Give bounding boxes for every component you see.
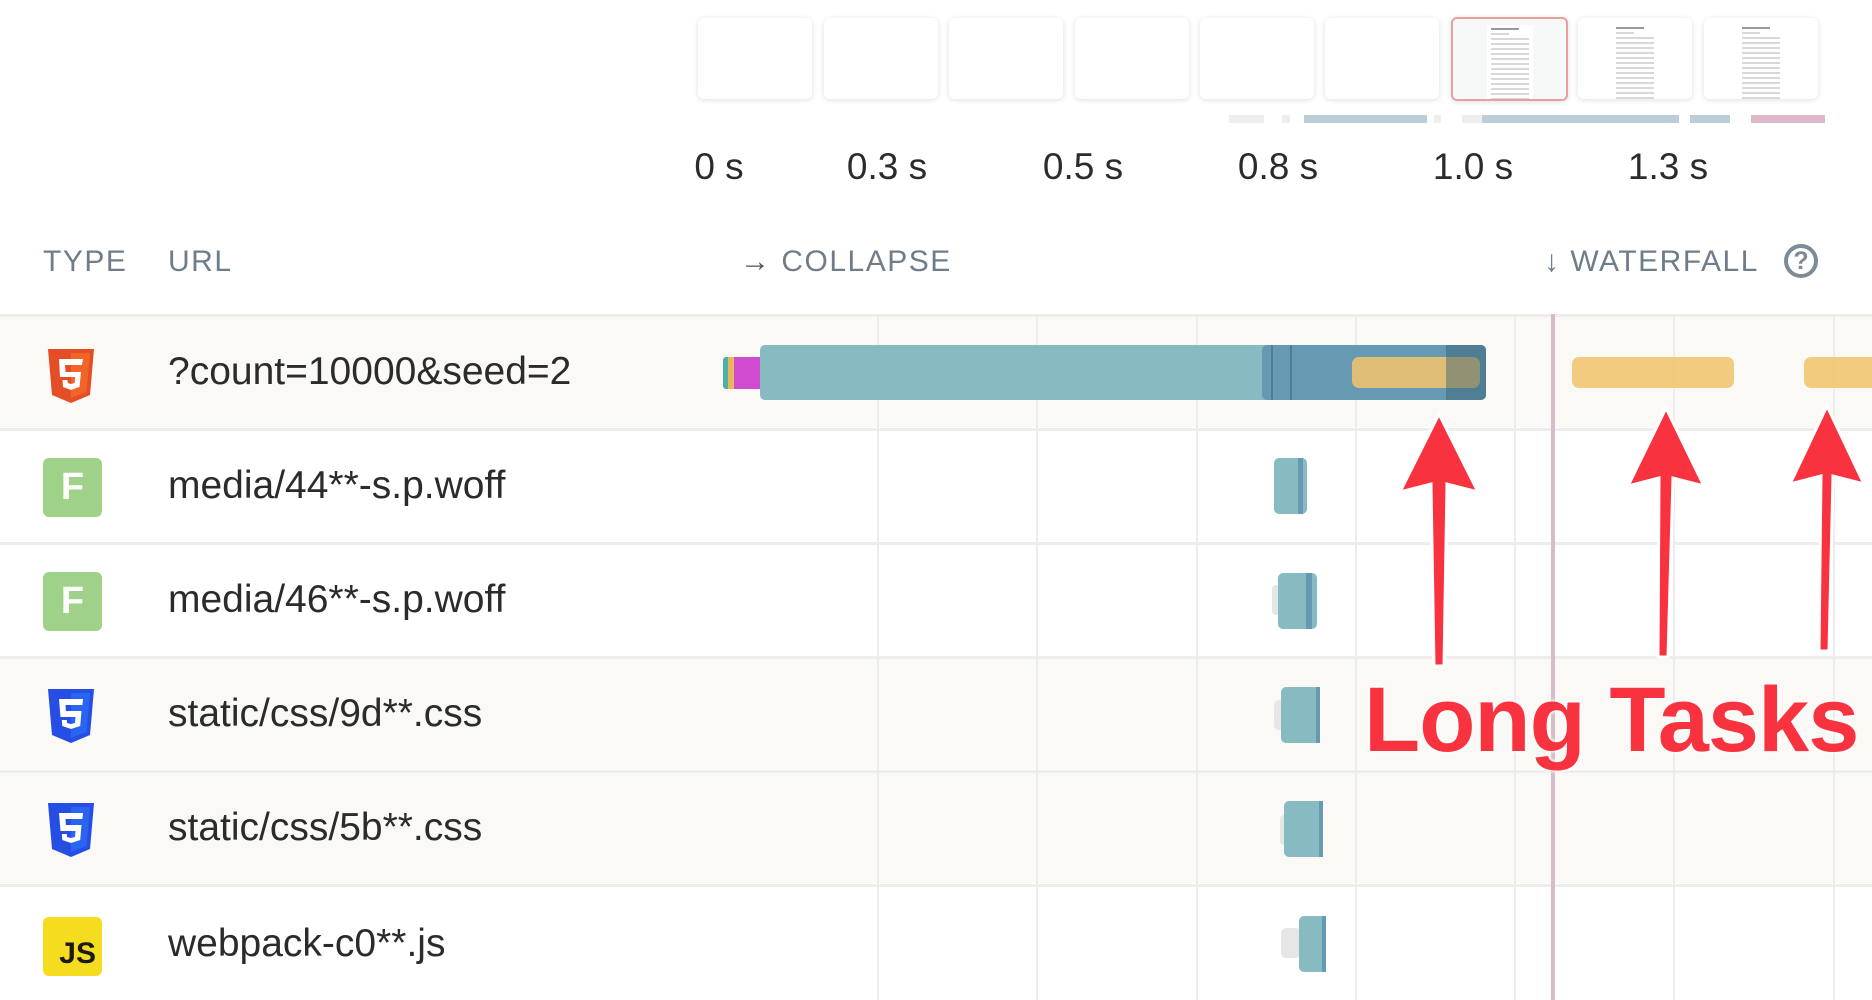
arrow-up-icon bbox=[1625, 404, 1707, 659]
table-row[interactable]: static/css/9d**.css bbox=[0, 656, 1872, 769]
wait-segment bbox=[1272, 585, 1280, 615]
request-url[interactable]: media/44**-s.p.woff bbox=[168, 464, 506, 507]
time-tick: 0.5 s bbox=[1042, 146, 1124, 187]
table-row[interactable]: F media/44**-s.p.woff bbox=[0, 428, 1872, 541]
table-row[interactable]: JS webpack-c0**.js bbox=[0, 884, 1872, 1000]
filmstrip-frame-selected[interactable] bbox=[1451, 17, 1568, 101]
filmstrip-frame[interactable] bbox=[949, 18, 1063, 99]
request-bar[interactable] bbox=[1281, 687, 1320, 743]
request-url[interactable]: ?count=10000&seed=2 bbox=[168, 350, 572, 393]
time-tick: 1.0 s bbox=[1432, 146, 1514, 187]
grid-line bbox=[1036, 314, 1038, 1000]
download-segment bbox=[1319, 801, 1323, 857]
arrow-up-icon bbox=[1397, 410, 1481, 668]
css3-icon bbox=[48, 803, 94, 857]
long-task-bar[interactable] bbox=[1352, 357, 1480, 388]
waterfall-label: WATERFALL bbox=[1570, 245, 1759, 278]
filmstrip-frame[interactable] bbox=[824, 18, 938, 99]
collapse-button[interactable]: → COLLAPSE bbox=[740, 245, 952, 279]
filmstrip-frame[interactable] bbox=[1200, 18, 1314, 99]
download-segment bbox=[1298, 458, 1303, 514]
font-icon: F bbox=[43, 572, 102, 631]
request-url[interactable]: static/css/5b**.css bbox=[168, 806, 483, 849]
time-tick: 0.8 s bbox=[1237, 146, 1319, 187]
type-column-header[interactable]: TYPE bbox=[43, 245, 128, 278]
marker-tick bbox=[1290, 345, 1292, 400]
grid-line bbox=[1355, 314, 1357, 1000]
download-segment bbox=[1316, 687, 1320, 743]
wait-segment bbox=[1274, 700, 1284, 730]
grid-line bbox=[877, 314, 879, 1000]
download-segment bbox=[1306, 573, 1312, 629]
marker-tick bbox=[1271, 345, 1273, 400]
long-tasks-annotation: Long Tasks bbox=[1364, 669, 1859, 771]
filmstrip-frame[interactable] bbox=[1075, 18, 1189, 99]
grid-line bbox=[1833, 314, 1835, 1000]
page-preview bbox=[1738, 24, 1784, 99]
request-url[interactable]: media/46**-s.p.woff bbox=[168, 578, 506, 621]
font-icon: F bbox=[43, 458, 102, 517]
request-bar[interactable] bbox=[1299, 916, 1326, 972]
filmstrip-frame[interactable] bbox=[1578, 18, 1692, 99]
long-task-bar[interactable] bbox=[1804, 357, 1872, 388]
grid-line bbox=[1196, 314, 1198, 1000]
page-preview bbox=[1612, 24, 1658, 99]
marker-line bbox=[1551, 314, 1555, 1000]
long-task-bar[interactable] bbox=[1572, 357, 1734, 388]
help-icon[interactable]: ? bbox=[1784, 244, 1818, 278]
connect-segment[interactable] bbox=[728, 357, 734, 389]
page-preview bbox=[1487, 25, 1533, 99]
filmstrip-frame[interactable] bbox=[698, 18, 812, 99]
url-column-header[interactable]: URL bbox=[168, 245, 233, 278]
time-tick: 0 s bbox=[694, 146, 744, 187]
request-bar[interactable] bbox=[1284, 801, 1323, 857]
download-end-segment bbox=[1446, 345, 1486, 400]
grid-line bbox=[1673, 314, 1675, 1000]
js-icon: JS bbox=[43, 917, 102, 976]
arrow-down-icon: ↓ bbox=[1544, 245, 1561, 278]
html5-icon bbox=[48, 349, 94, 403]
ssl-segment[interactable] bbox=[734, 357, 760, 389]
time-tick: 0.3 s bbox=[846, 146, 928, 187]
wait-segment bbox=[1281, 928, 1301, 958]
table-row[interactable]: F media/46**-s.p.woff bbox=[0, 542, 1872, 655]
collapse-label: COLLAPSE bbox=[781, 245, 952, 278]
table-row[interactable]: static/css/5b**.css bbox=[0, 770, 1872, 883]
filmstrip-frame[interactable] bbox=[1325, 18, 1439, 99]
css3-icon bbox=[48, 689, 94, 743]
dns-segment[interactable] bbox=[723, 357, 728, 389]
request-url[interactable]: webpack-c0**.js bbox=[168, 922, 446, 965]
download-segment bbox=[1322, 916, 1326, 972]
time-tick: 1.3 s bbox=[1627, 146, 1709, 187]
request-url[interactable]: static/css/9d**.css bbox=[168, 692, 483, 735]
filmstrip-frame[interactable] bbox=[1704, 18, 1818, 99]
arrow-right-icon: → bbox=[740, 245, 772, 278]
waterfall-sort-button[interactable]: ↓ WATERFALL bbox=[1544, 245, 1759, 279]
arrow-up-icon bbox=[1787, 402, 1867, 653]
grid-line bbox=[1514, 314, 1516, 1000]
